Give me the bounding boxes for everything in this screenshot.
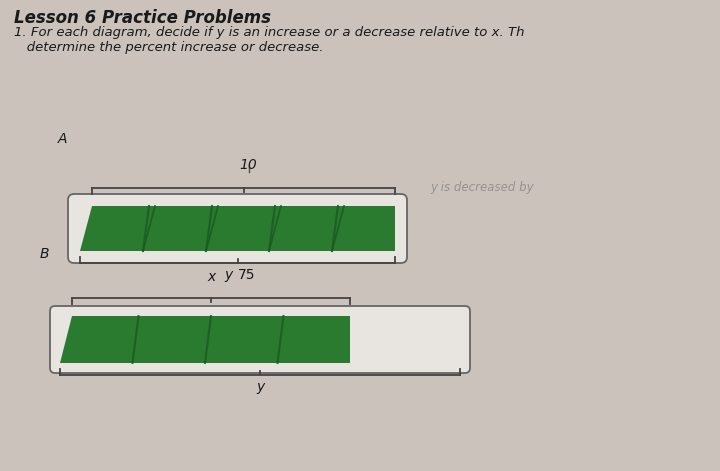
Text: x: x [207, 270, 215, 284]
Text: determine the percent increase or decrease.: determine the percent increase or decrea… [14, 41, 323, 54]
Text: y: y [224, 268, 233, 282]
Text: A: A [58, 132, 68, 146]
Text: 10: 10 [240, 158, 257, 172]
Text: 75: 75 [238, 268, 255, 282]
Text: y is decreased by: y is decreased by [430, 181, 534, 194]
Text: 1. For each diagram, decide if y is an increase or a decrease relative to x. Th: 1. For each diagram, decide if y is an i… [14, 26, 524, 39]
Polygon shape [60, 316, 350, 363]
FancyBboxPatch shape [50, 306, 470, 373]
Text: Lesson 6 Practice Problems: Lesson 6 Practice Problems [14, 9, 271, 27]
Polygon shape [80, 206, 395, 251]
Text: B: B [40, 247, 50, 261]
Text: y: y [256, 380, 264, 394]
FancyBboxPatch shape [68, 194, 407, 263]
